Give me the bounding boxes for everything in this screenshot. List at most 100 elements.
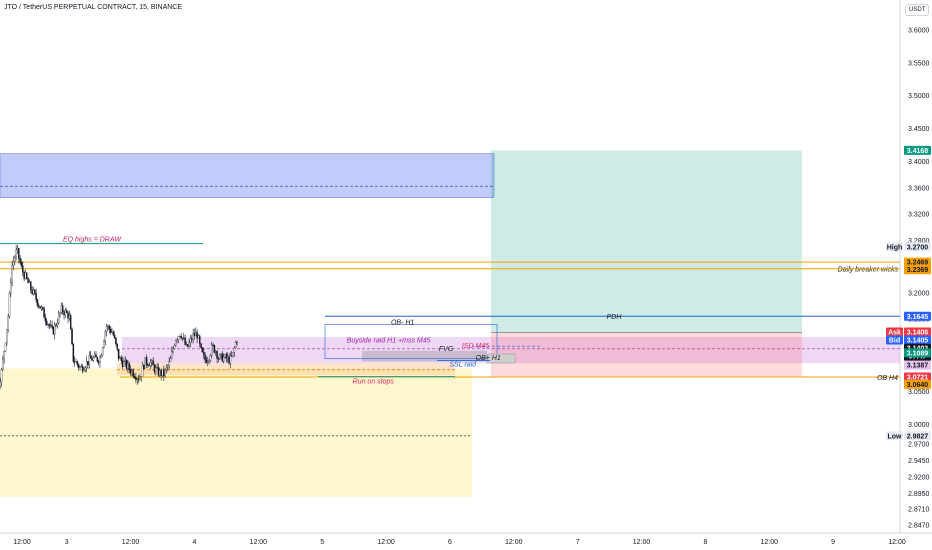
candle-body xyxy=(34,289,36,294)
candle-body xyxy=(197,335,200,339)
price-label: 3.2700 xyxy=(907,244,929,251)
candle-body xyxy=(187,344,189,347)
candle-body xyxy=(47,324,49,326)
candle-body xyxy=(109,329,112,333)
candle-body xyxy=(73,361,76,363)
candle-body xyxy=(204,354,206,361)
x-tick-label: 12:00 xyxy=(377,539,395,546)
candle-body xyxy=(96,356,99,362)
x-tick-label: 12:00 xyxy=(633,539,651,546)
candle-body xyxy=(69,315,72,330)
candle-body xyxy=(133,376,136,378)
candle-body xyxy=(152,360,154,366)
candle-body xyxy=(189,338,192,343)
candle-body xyxy=(45,320,48,325)
zone-0 xyxy=(0,153,495,198)
candle-body xyxy=(192,333,194,340)
candle-body xyxy=(216,351,218,359)
candle-body xyxy=(228,356,230,364)
candle-body xyxy=(77,364,80,368)
candle-body xyxy=(163,369,165,377)
candle-body xyxy=(183,337,185,339)
candle-body xyxy=(11,265,13,283)
candle-body xyxy=(155,367,157,372)
candle-body xyxy=(99,357,101,363)
candle-body xyxy=(103,341,105,348)
candle-body xyxy=(233,347,236,353)
candle-body xyxy=(124,360,127,362)
x-tick-label: 12:00 xyxy=(13,539,31,546)
candles xyxy=(0,244,238,389)
candle-body xyxy=(42,307,44,309)
candle-body xyxy=(60,305,63,313)
currency-button[interactable]: USDT xyxy=(905,4,930,16)
x-tick-label: 7 xyxy=(576,539,580,546)
candle-body xyxy=(108,325,111,330)
candle-body xyxy=(95,354,97,358)
x-tick-label: 12:00 xyxy=(122,539,140,546)
candle-body xyxy=(75,361,77,363)
price-label: 3.0721 xyxy=(907,375,929,382)
candle-body xyxy=(175,340,177,346)
candle-body xyxy=(93,354,96,358)
candle-body xyxy=(172,348,174,352)
x-tick-label: 9 xyxy=(831,539,835,546)
y-tick-label: 2.8470 xyxy=(908,523,930,530)
annotation-2: FVG xyxy=(439,346,454,353)
candle-body xyxy=(2,358,4,370)
price-prefix-bg xyxy=(886,431,903,441)
candle-body xyxy=(0,381,1,387)
candle-body xyxy=(35,293,37,300)
price-prefix-bg xyxy=(886,335,903,345)
candle-body xyxy=(15,249,17,258)
price-label-bg xyxy=(904,372,931,382)
candle-body xyxy=(141,364,144,377)
candle-body xyxy=(232,352,234,357)
candle-body xyxy=(32,289,35,294)
candle-body xyxy=(89,355,92,359)
candle-body xyxy=(88,355,91,365)
candle-body xyxy=(177,336,180,340)
candle-body xyxy=(36,299,39,306)
candle-body xyxy=(83,369,85,372)
candle-body xyxy=(48,324,51,327)
candle-body xyxy=(44,317,47,322)
price-prefix: Ask xyxy=(888,329,901,336)
y-tick-label: 2.9200 xyxy=(908,475,930,482)
candle-body xyxy=(171,351,173,359)
candle-body xyxy=(144,357,146,369)
candle-body xyxy=(167,365,169,368)
annotation-6: Run on stops xyxy=(353,379,395,386)
candle-body xyxy=(55,324,57,326)
candle-body xyxy=(147,364,149,366)
candle-body xyxy=(181,337,184,339)
y-tick-label: 3.0500 xyxy=(908,389,930,396)
candle-body xyxy=(169,358,172,362)
candle-body xyxy=(49,324,52,327)
candle-body xyxy=(125,360,128,369)
candle-body xyxy=(218,354,221,360)
candle-body xyxy=(191,338,193,340)
position-target-zone xyxy=(491,150,802,333)
candle-body xyxy=(28,281,31,284)
candle-body xyxy=(57,313,60,324)
price-label-bg xyxy=(904,360,931,370)
candle-body xyxy=(81,366,84,372)
candle-body xyxy=(51,324,53,328)
candle-body xyxy=(196,332,198,339)
candle-body xyxy=(59,312,61,315)
candle-body xyxy=(87,361,89,365)
y-tick-label: 3.5500 xyxy=(908,60,930,67)
candle-body xyxy=(207,361,209,363)
candle-body xyxy=(201,347,204,353)
x-tick-label: 8 xyxy=(703,539,707,546)
candle-body xyxy=(3,351,5,360)
annotation-0: OB- H1 xyxy=(391,320,414,327)
candle-body xyxy=(185,344,188,346)
price-label-bg xyxy=(904,242,931,252)
candle-body xyxy=(111,331,113,333)
candle-body xyxy=(131,370,133,374)
candle-body xyxy=(188,342,190,347)
candle-body xyxy=(84,367,87,371)
